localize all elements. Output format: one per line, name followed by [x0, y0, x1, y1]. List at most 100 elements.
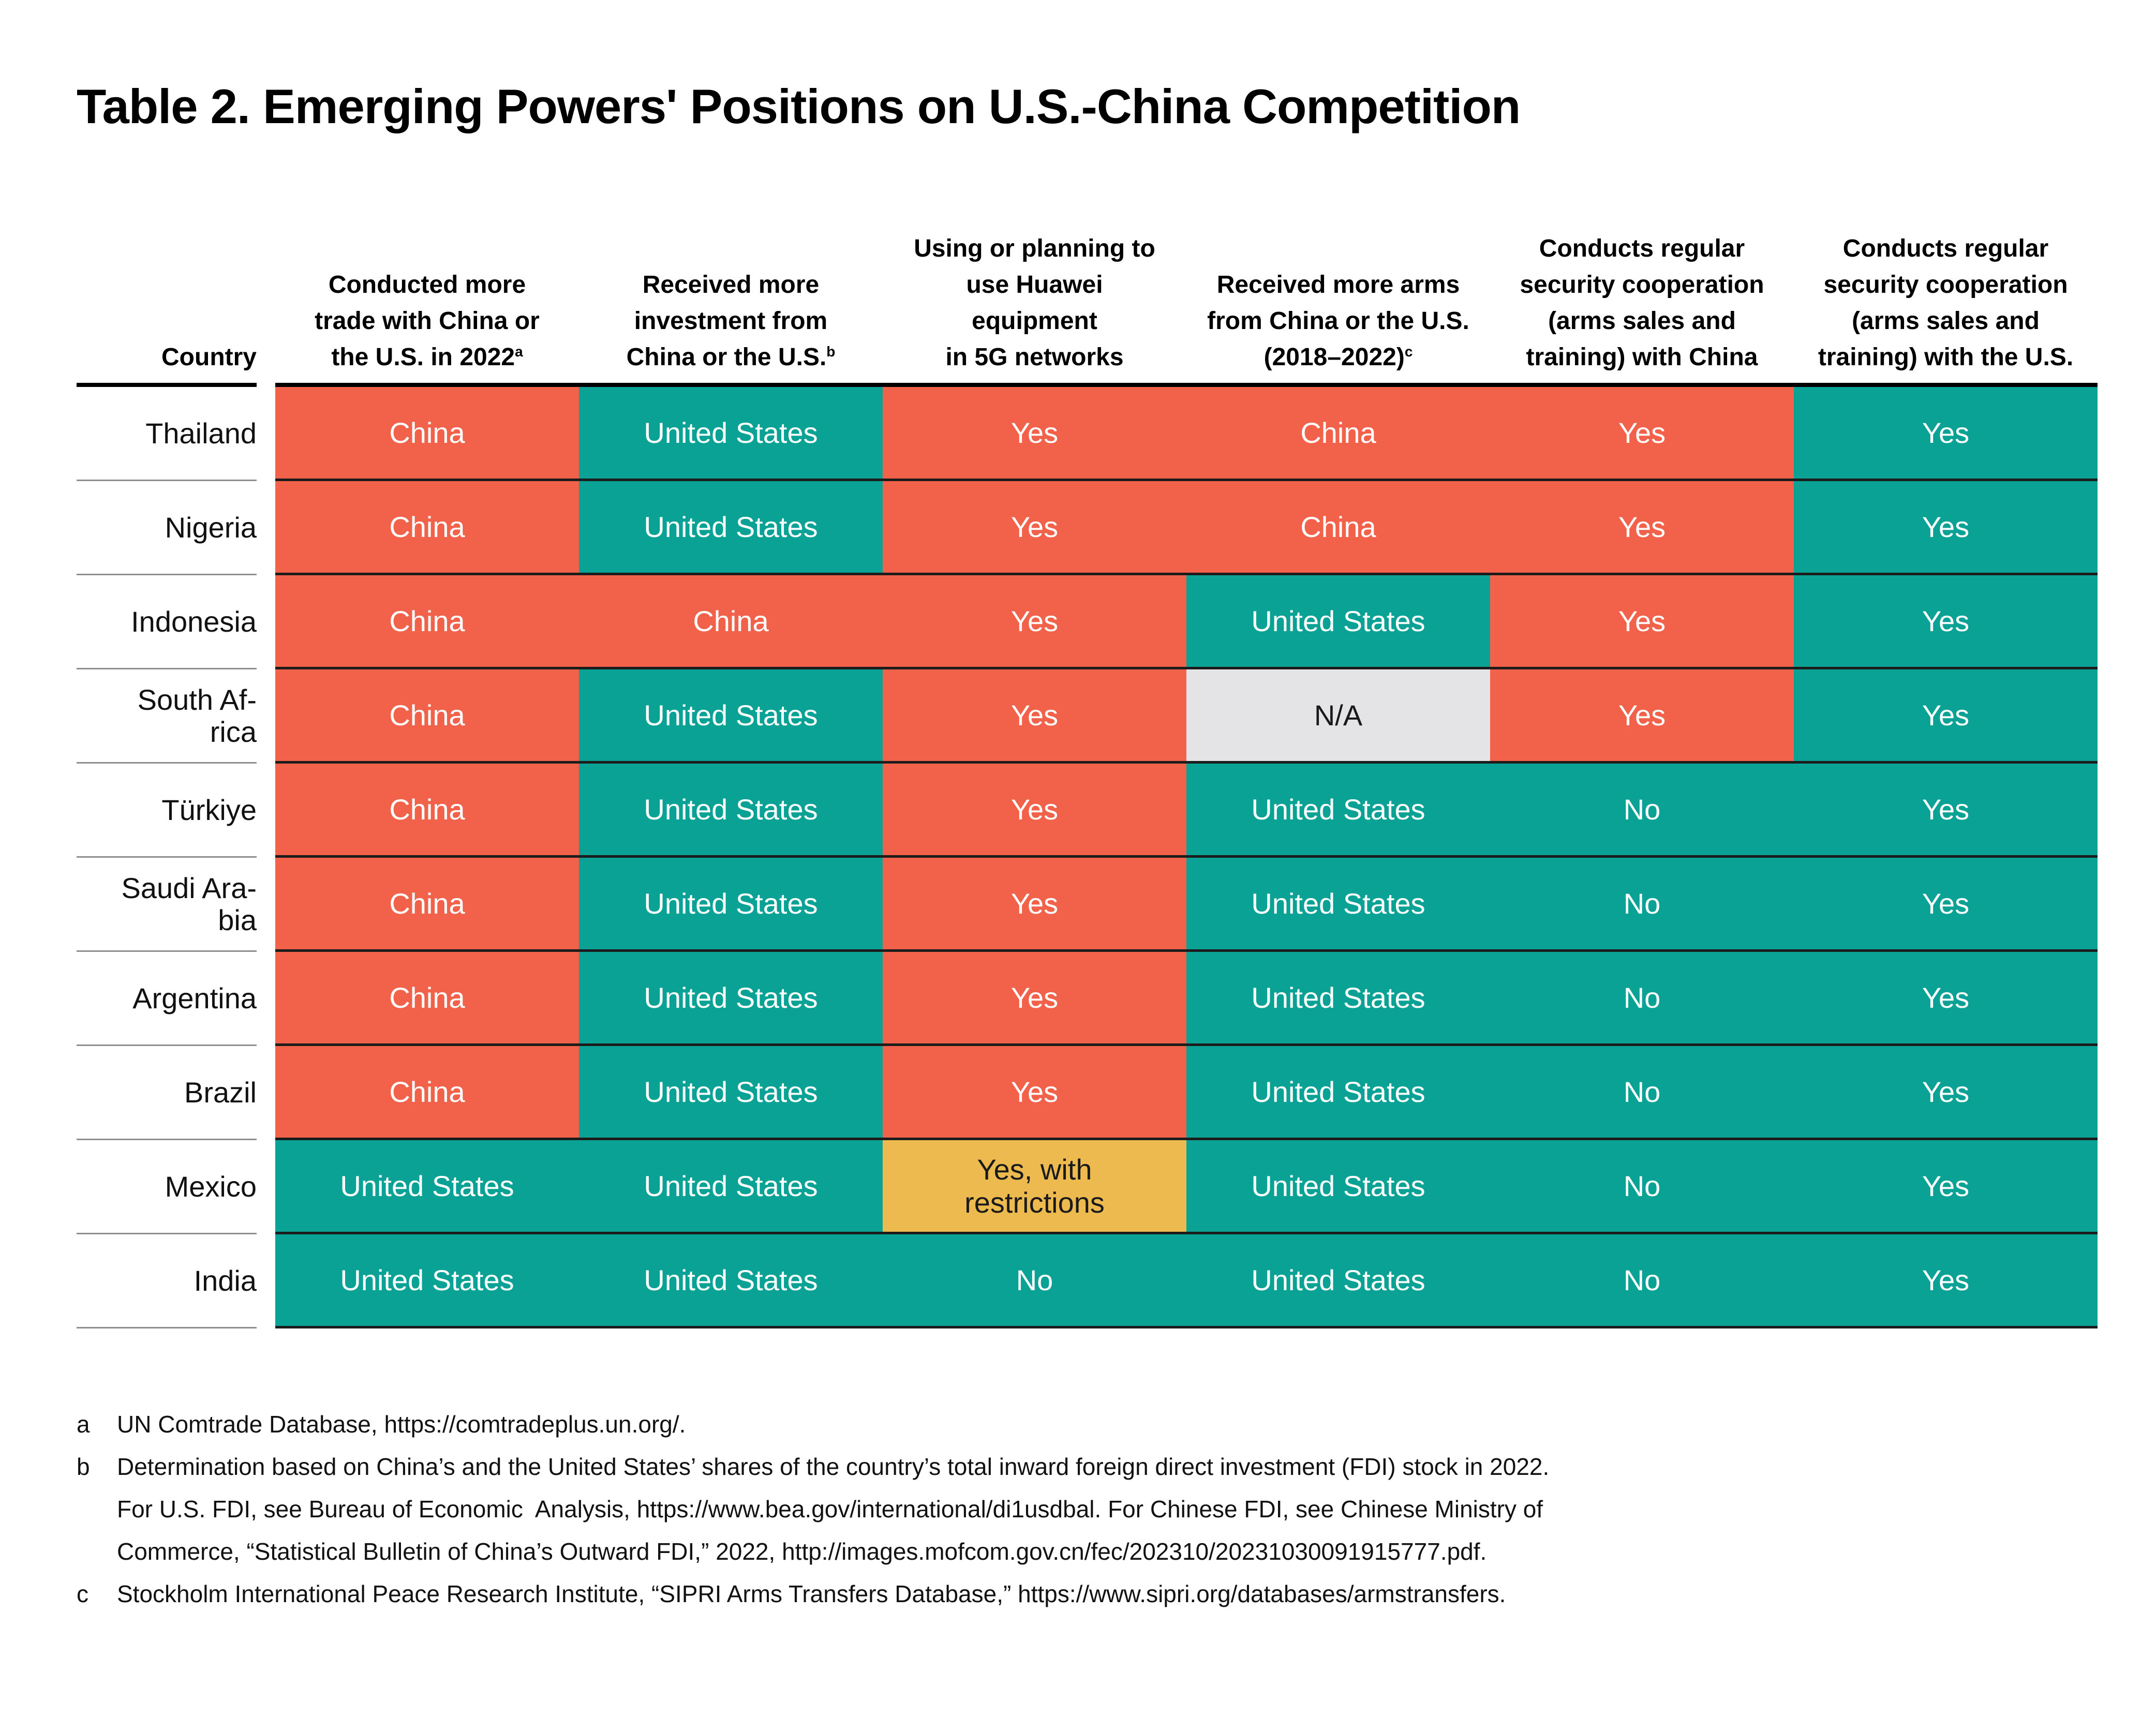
cell-indonesia-security-china: Yes	[1490, 575, 1794, 669]
cell-india-arms: United States	[1186, 1234, 1490, 1328]
country-label-india: India	[77, 1234, 257, 1328]
footnote-line: UN Comtrade Database, https://comtradepl…	[117, 1411, 686, 1438]
cell-argentina-investment: United States	[579, 952, 883, 1046]
country-label-south-africa: South Af- rica	[77, 669, 257, 764]
cell-south-africa-investment: United States	[579, 669, 883, 764]
cell-argentina-security-china: No	[1490, 952, 1794, 1046]
cell-south-africa-huawei-5g: Yes	[883, 669, 1186, 764]
cell-brazil-investment: United States	[579, 1046, 883, 1140]
cell-saudi-arabia-security-china: No	[1490, 858, 1794, 952]
cell-thailand-investment: United States	[579, 387, 883, 481]
cell-mexico-trade: United States	[275, 1140, 579, 1234]
cell-brazil-security-china: No	[1490, 1046, 1794, 1140]
cell-thailand-security-china: Yes	[1490, 387, 1794, 481]
header-footnote-marker-b: b	[826, 344, 836, 360]
column-header-text-investment: Received more investment from China or t…	[579, 267, 883, 376]
header-label-security-us: Conducts regular security cooperation (a…	[1818, 235, 2074, 371]
cell-brazil-trade: China	[275, 1046, 579, 1140]
cell-south-africa-security-china: Yes	[1490, 669, 1794, 764]
cell-nigeria-security-us: Yes	[1794, 481, 2098, 575]
column-header-text-country: Country	[77, 339, 257, 376]
footnote-line: Commerce, “Statistical Bulletin of China…	[117, 1538, 1487, 1565]
footnote-text-c: Stockholm International Peace Research I…	[117, 1573, 1549, 1615]
cell-india-security-us: Yes	[1794, 1234, 2098, 1328]
cell-turkiye-security-us: Yes	[1794, 764, 2098, 858]
cell-mexico-huawei-5g: Yes, with restrictions	[883, 1140, 1186, 1234]
footnote-line: Determination based on China’s and the U…	[117, 1453, 1550, 1480]
table-title: Table 2. Emerging Powers' Positions on U…	[77, 79, 1521, 133]
cell-mexico-security-china: No	[1490, 1140, 1794, 1234]
country-label-saudi-arabia: Saudi Ara- bia	[77, 858, 257, 952]
country-label-turkiye: Türkiye	[77, 764, 257, 858]
column-header-text-arms: Received more arms from China or the U.S…	[1186, 267, 1490, 376]
header-label-investment: Received more investment from China or t…	[626, 271, 828, 371]
footnote-marker-c: c	[77, 1580, 88, 1607]
cell-mexico-investment: United States	[579, 1140, 883, 1234]
country-header-underline	[77, 383, 257, 387]
cell-saudi-arabia-trade: China	[275, 858, 579, 952]
column-header-huawei-5g: Using or planning to use Huawei equipmen…	[883, 228, 1186, 383]
header-label-security-china: Conducts regular security cooperation (a…	[1520, 235, 1764, 371]
footnote-a: a UN Comtrade Database, https://comtradep…	[77, 1403, 1549, 1445]
cell-indonesia-investment: China	[579, 575, 883, 669]
footnote-marker-a: a	[77, 1411, 90, 1438]
column-header-trade: Conducted more trade with China or the U…	[275, 228, 579, 383]
cell-indonesia-trade: China	[275, 575, 579, 669]
column-header-text-trade: Conducted more trade with China or the U…	[275, 267, 579, 376]
cell-mexico-arms: United States	[1186, 1140, 1490, 1234]
cell-indonesia-huawei-5g: Yes	[883, 575, 1186, 669]
cell-nigeria-trade: China	[275, 481, 579, 575]
cell-thailand-trade: China	[275, 387, 579, 481]
cell-turkiye-security-china: No	[1490, 764, 1794, 858]
cell-india-investment: United States	[579, 1234, 883, 1328]
footnotes: a UN Comtrade Database, https://comtradep…	[77, 1403, 1549, 1615]
cell-argentina-security-us: Yes	[1794, 952, 2098, 1046]
cell-argentina-trade: China	[275, 952, 579, 1046]
cell-indonesia-arms: United States	[1186, 575, 1490, 669]
cell-nigeria-huawei-5g: Yes	[883, 481, 1186, 575]
cell-turkiye-investment: United States	[579, 764, 883, 858]
header-footnote-marker-c: c	[1404, 344, 1413, 360]
column-header-arms: Received more arms from China or the U.S…	[1186, 228, 1490, 383]
header-label-arms: Received more arms from China or the U.S…	[1207, 271, 1469, 371]
column-header-text-security-china: Conducts regular security cooperation (a…	[1490, 231, 1794, 376]
cell-thailand-security-us: Yes	[1794, 387, 2098, 481]
country-label-argentina: Argentina	[77, 952, 257, 1046]
cell-brazil-huawei-5g: Yes	[883, 1046, 1186, 1140]
footnote-text-a: UN Comtrade Database, https://comtradepl…	[117, 1403, 1549, 1445]
header-label-trade: Conducted more trade with China or the U…	[315, 271, 540, 371]
cell-saudi-arabia-security-us: Yes	[1794, 858, 2098, 952]
header-label-huawei-5g: Using or planning to use Huawei equipmen…	[914, 235, 1155, 371]
table-grid: Country Conducted more trade with China o…	[77, 228, 2098, 1328]
cell-argentina-arms: United States	[1186, 952, 1490, 1046]
cell-nigeria-security-china: Yes	[1490, 481, 1794, 575]
cell-south-africa-security-us: Yes	[1794, 669, 2098, 764]
column-header-text-huawei-5g: Using or planning to use Huawei equipmen…	[883, 231, 1186, 376]
footnote-c: c Stockholm International Peace Research …	[77, 1573, 1549, 1615]
cell-south-africa-arms: N/A	[1186, 669, 1490, 764]
cell-brazil-security-us: Yes	[1794, 1046, 2098, 1140]
cell-nigeria-investment: United States	[579, 481, 883, 575]
country-label-indonesia: Indonesia	[77, 575, 257, 669]
country-label-nigeria: Nigeria	[77, 481, 257, 575]
country-label-thailand: Thailand	[77, 387, 257, 481]
cell-turkiye-huawei-5g: Yes	[883, 764, 1186, 858]
cell-turkiye-arms: United States	[1186, 764, 1490, 858]
footnote-marker-b: b	[77, 1453, 90, 1480]
cell-thailand-arms: China	[1186, 387, 1490, 481]
column-header-country: Country	[77, 228, 257, 383]
cell-saudi-arabia-huawei-5g: Yes	[883, 858, 1186, 952]
cell-saudi-arabia-investment: United States	[579, 858, 883, 952]
cell-saudi-arabia-arms: United States	[1186, 858, 1490, 952]
column-header-investment: Received more investment from China or t…	[579, 228, 883, 383]
cell-nigeria-arms: China	[1186, 481, 1490, 575]
cell-brazil-arms: United States	[1186, 1046, 1490, 1140]
cell-mexico-security-us: Yes	[1794, 1140, 2098, 1234]
cell-india-trade: United States	[275, 1234, 579, 1328]
header-label-country: Country	[161, 344, 257, 371]
table-header-rule	[275, 383, 2098, 387]
footnote-b: b Determination based on China’s and the …	[77, 1445, 1549, 1573]
cell-argentina-huawei-5g: Yes	[883, 952, 1186, 1046]
cell-thailand-huawei-5g: Yes	[883, 387, 1186, 481]
